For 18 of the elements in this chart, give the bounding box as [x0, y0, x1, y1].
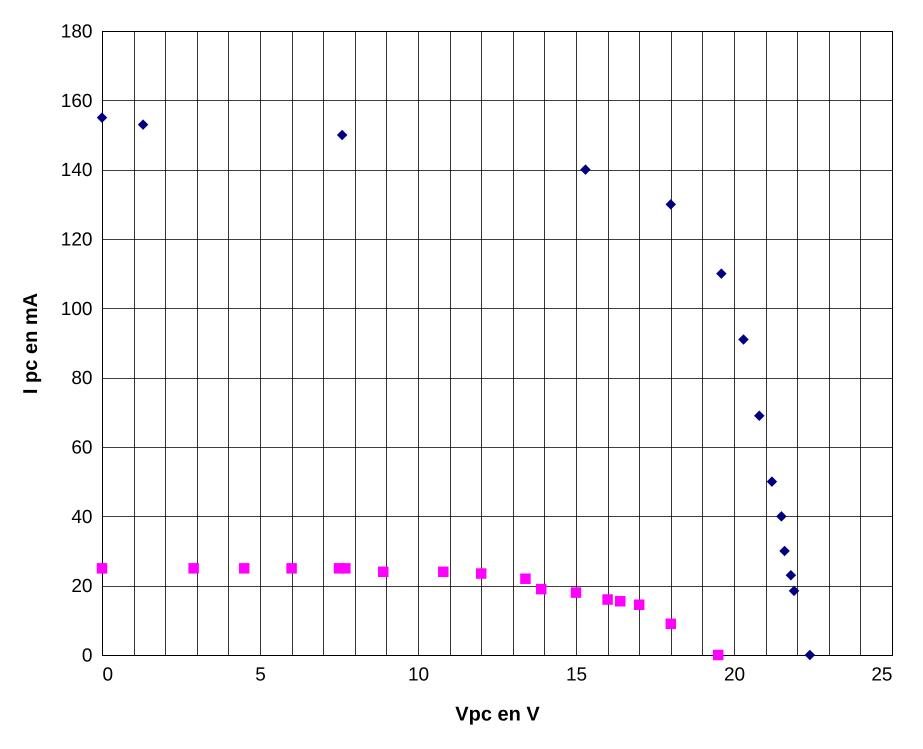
x-tick-label: 15	[566, 664, 588, 686]
y-tick-label: 0	[82, 646, 92, 666]
y-tick-label: 120	[60, 230, 92, 250]
x-tick-label: 10	[408, 664, 430, 686]
x-tick-label: 25	[871, 664, 892, 686]
y-tick-label: 100	[60, 298, 92, 320]
y-tick-label: 140	[60, 160, 92, 182]
x-tick-label: 5	[255, 664, 266, 686]
y-tick-label: 160	[60, 90, 92, 112]
y-tick-label: 40	[71, 506, 92, 528]
y-tick-label: 20	[71, 576, 92, 598]
x-axis-title: Vpc en V	[455, 704, 540, 726]
y-tick-label: 60	[71, 438, 92, 458]
y-tick-label: 180	[60, 22, 92, 42]
x-tick-label: 0	[102, 664, 114, 686]
y-tick-label: 80	[71, 368, 92, 390]
y-axis-title: I pc en mA	[20, 292, 42, 394]
x-tick-label: 20	[724, 664, 746, 686]
